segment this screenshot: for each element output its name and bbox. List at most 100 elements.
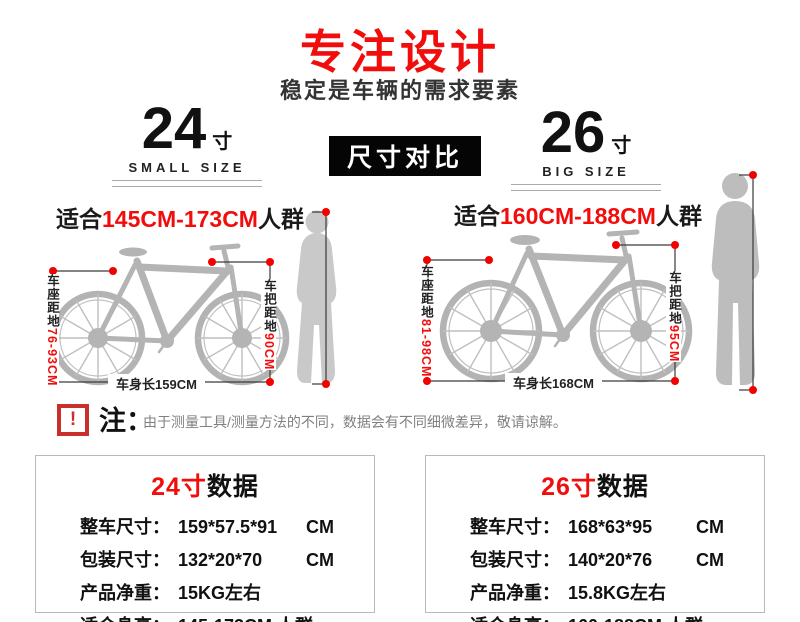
note-text: 由于测量工具/测量方法的不同，数据会有不同细微差异，敬请谅解。 (143, 414, 567, 430)
seat-value-text: 76-93CM (45, 328, 59, 387)
red-dot (208, 258, 216, 266)
page-title: 专注设计 (300, 26, 500, 78)
row-label: 适合身高： (80, 610, 170, 622)
person-silhouette-male (711, 173, 760, 385)
length-value-text: 168CM (552, 376, 594, 391)
red-dot (266, 258, 274, 266)
red-dot (612, 241, 620, 249)
person-silhouette-female (296, 210, 337, 383)
seat-label-text: 车座距地 (419, 265, 433, 319)
red-dot (49, 267, 57, 275)
size-24-cun: 寸 (212, 131, 233, 153)
bar-label-text: 车把距地 (262, 279, 276, 333)
measure-lines-26 (423, 171, 757, 394)
length-label-26: 车身长168CM (505, 373, 602, 392)
fit-prefix: 适合 (56, 206, 103, 232)
row-unit: CM (696, 550, 724, 570)
row-label: 包装尺寸： (80, 550, 170, 570)
red-dot (485, 256, 493, 264)
handlebar-height-label-26: 车把距地95CM (666, 271, 681, 363)
data-box-26: 26寸数据 整车尺寸： 168*63*95 CM 包装尺寸： 140*20*76 CM … (425, 455, 765, 622)
fit-range-26: 适合160CM-188CM人群 (433, 197, 723, 231)
data-title-rest: 数据 (596, 473, 649, 501)
red-dot (423, 377, 431, 385)
red-dot (671, 377, 679, 385)
size-24-english: SMALL SIZE (128, 160, 246, 175)
bar-label-text: 车把距地 (667, 271, 681, 325)
row-unit: CM (306, 517, 334, 537)
double-divider (112, 180, 262, 187)
row-value: 140*20*76 (568, 550, 653, 570)
fit-range-value: 145CM-173CM (102, 206, 258, 232)
double-divider (511, 184, 661, 191)
bike-silhouette-24 (50, 243, 290, 386)
seat-value-text: 81-98CM (419, 319, 433, 378)
size-header-24: 24 寸 SMALL SIZE (105, 100, 269, 187)
table-row: 包装尺寸： 140*20*76 CM (470, 544, 764, 577)
handlebar-height-label-24: 车把距地90CM (261, 279, 276, 371)
data-box-24-title: 24寸数据 (36, 467, 374, 503)
table-row: 适合身高： 160-188CM 人群 (470, 610, 764, 622)
data-box-26-title: 26寸数据 (426, 467, 764, 503)
fit-prefix: 适合 (454, 203, 501, 229)
diagram-26-art (423, 171, 760, 394)
seat-label-text: 车座距地 (45, 274, 59, 328)
warning-icon: ! (57, 404, 89, 436)
row-label: 整车尺寸： (80, 517, 170, 537)
size-24-number: 24 寸 (105, 100, 269, 158)
table-row: 整车尺寸： 159*57.5*91 CM (80, 511, 374, 544)
length-label-text: 车身长 (513, 376, 553, 391)
row-value: 159*57.5*91 (178, 517, 278, 537)
row-unit: CM (306, 550, 334, 570)
diagram-26: 车座距地81-98CM 车把距地95CM 车身长168CM (413, 163, 770, 400)
length-value-text: 159CM (155, 377, 197, 392)
red-dot (322, 208, 330, 216)
size-26-value: 26 (540, 100, 606, 165)
row-value: 132*20*70 (178, 550, 263, 570)
table-row: 产品净重： 15.8KG左右 (470, 577, 764, 610)
row-label: 包装尺寸： (470, 550, 560, 570)
red-dot (423, 256, 431, 264)
red-dot (671, 241, 679, 249)
row-label: 产品净重： (470, 583, 560, 603)
bike-silhouette-26 (439, 229, 693, 383)
measure-lines-24 (49, 208, 330, 388)
data-box-24: 24寸数据 整车尺寸： 159*57.5*91 CM 包装尺寸： 132*20*70 C… (35, 455, 375, 622)
data-rows: 整车尺寸： 159*57.5*91 CM 包装尺寸： 132*20*70 CM 产品净重… (80, 511, 374, 622)
red-dot (749, 386, 757, 394)
row-value: 168*63*95 (568, 517, 653, 537)
table-row: 包装尺寸： 132*20*70 CM (80, 544, 374, 577)
size-24-value: 24 (141, 96, 207, 161)
data-title-rest: 数据 (206, 473, 259, 501)
diagram-24-art (49, 208, 337, 388)
fit-suffix: 人群 (655, 203, 702, 229)
red-dot (749, 171, 757, 179)
data-title-size: 24寸 (151, 473, 207, 501)
length-label-text: 车身长 (116, 377, 156, 392)
row-label: 适合身高： (470, 610, 560, 622)
red-dot (266, 378, 274, 386)
table-row: 产品净重： 15KG左右 (80, 577, 374, 610)
data-rows: 整车尺寸： 168*63*95 CM 包装尺寸： 140*20*76 CM 产品净重： 1… (470, 511, 764, 622)
row-label: 产品净重： (80, 583, 170, 603)
table-row: 整车尺寸： 168*63*95 CM (470, 511, 764, 544)
size-26-english: BIG SIZE (542, 164, 630, 179)
row-value: 160-188CM 人群 (568, 610, 703, 622)
fit-suffix: 人群 (257, 206, 304, 232)
data-title-size: 26寸 (541, 473, 597, 501)
fit-range-24: 适合145CM-173CM人群 (35, 200, 325, 234)
row-unit: CM (696, 517, 724, 537)
row-label: 整车尺寸： (470, 517, 560, 537)
bar-value-text: 95CM (667, 325, 681, 363)
seat-height-label-26: 车座距地81-98CM (418, 265, 433, 378)
size-header-26: 26 寸 BIG SIZE (504, 104, 668, 191)
row-value: 15KG左右 (178, 583, 262, 603)
diagram-24: 车座距地76-93CM 车把距地90CM 车身长159CM (30, 195, 340, 397)
red-dot (322, 380, 330, 388)
red-dot (109, 267, 117, 275)
seat-height-label-24: 车座距地76-93CM (44, 274, 59, 387)
page-subtitle: 稳定是车辆的需求要素 (279, 78, 520, 103)
table-row: 适合身高： 145-173CM 人群 (80, 610, 374, 622)
row-value: 15.8KG左右 (568, 583, 667, 603)
